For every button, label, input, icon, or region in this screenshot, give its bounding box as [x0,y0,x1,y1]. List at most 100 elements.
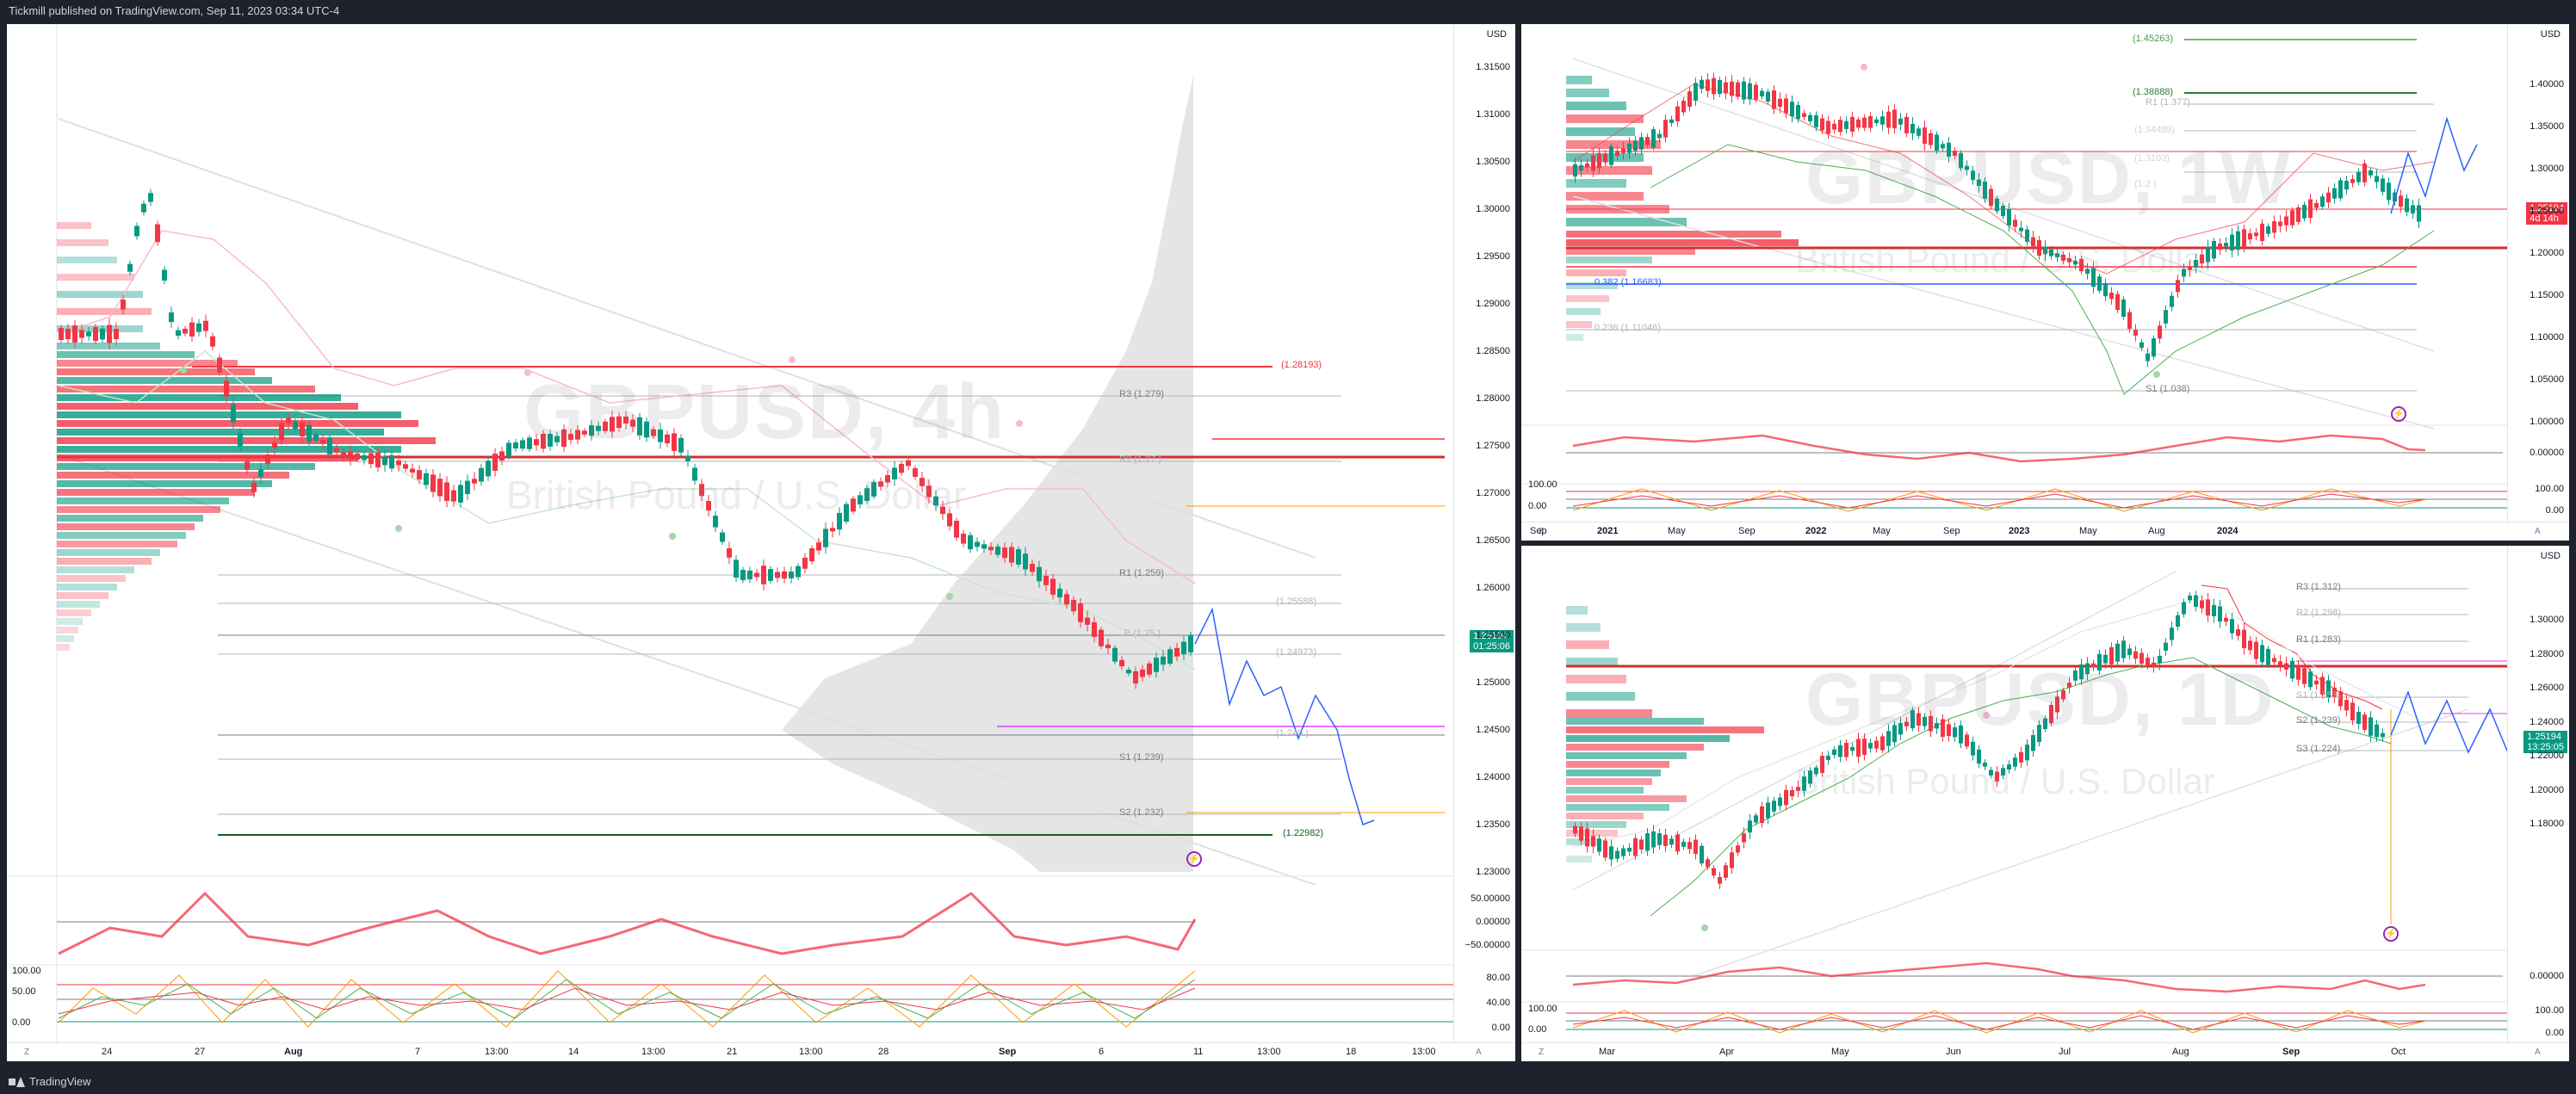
zoom-corner-button[interactable]: Z [1539,527,1545,536]
time-axis[interactable]: Z A Mar Apr May Jun Jul Aug Sep Oct [1521,1042,2569,1061]
time-tick: 18 [1346,1047,1357,1057]
time-tick: Aug [2148,526,2165,536]
candle-body [2254,641,2258,659]
price-axis[interactable]: USD 1.25194 01:25:06 1.31500 1.31000 1.305… [1453,24,1515,1061]
candle-body [1754,815,1758,823]
candle-body [1880,116,1885,125]
event-lightning-icon[interactable]: ⚡ [2383,926,2399,942]
time-tick: 24 [102,1047,113,1057]
candle-body [871,482,876,497]
candle-body [603,421,608,431]
candle-body [2362,163,2367,182]
auto-scale-button[interactable]: A [2535,527,2541,536]
last-price-tag: 1.25194 01:25:06 [1470,630,1514,652]
candle-body [2085,269,2090,274]
candle-body [1929,133,1933,145]
auto-scale-button[interactable]: A [1476,1048,1482,1057]
time-tick: 21 [727,1047,738,1057]
price-tick: 1.24000 [1476,772,1510,782]
symbol-watermark: GBPUSD, 1W [1805,137,2292,219]
candle-body [926,485,932,498]
candle-body [1675,834,1680,852]
candle-body [768,569,773,581]
candle-body [155,224,160,243]
candle-body [2224,617,2228,622]
candle-body [2097,653,2102,671]
candle-body [2182,602,2186,615]
candle-body [1712,77,1716,95]
candle-body [486,460,491,477]
price-tick: 1.30000 [1476,204,1510,214]
chart-canvas-1w[interactable] [1521,24,2569,541]
level-label: S1 (1.239) [1119,752,1164,763]
candle-body [2188,266,2192,270]
candle-body [1706,79,1710,91]
candle-body [313,434,319,442]
candle-body [2224,243,2228,247]
chart-canvas-4h[interactable] [7,24,1515,1061]
candle-body [238,432,243,447]
candle-body [224,380,229,397]
auto-scale-button[interactable]: A [2535,1048,2541,1057]
footer-bar: TradingView [0,1070,2576,1094]
chart-pane-1d[interactable]: GBPUSD, 1D British Pound / U.S. Dollar R… [1521,546,2569,1061]
candle-body [1929,715,1933,732]
candle-body [1002,547,1007,559]
candle-body [1989,189,1993,207]
candles-1w [1573,72,2421,368]
candle-body [65,329,71,339]
candle-body [1700,79,1704,90]
candle-body [1784,789,1788,806]
candle-body [2272,221,2276,233]
event-lightning-icon[interactable]: ⚡ [2391,406,2406,422]
candle-body [2248,233,2252,240]
level-label: (1.3103) [2134,153,2170,164]
candle-body [796,566,801,578]
candle-body [121,300,126,310]
tradingview-logo-icon[interactable] [9,1077,25,1087]
candle-body [2411,205,2415,213]
candle-body [2369,717,2373,736]
candle-body [1639,839,1644,850]
candle-body [995,546,1000,555]
candle-body [1778,98,1782,108]
price-axis[interactable]: USD 1.25194 4d 14h 1.40000 1.35000 1.30000… [2507,24,2569,541]
chart-pane-4h[interactable]: GBPUSD, 4h British Pound / U.S. Dollar (… [7,24,1515,1061]
candle-body [1832,749,1836,755]
price-tick: 1.28000 [1476,393,1510,404]
candle-body [2043,718,2047,730]
indicator-tick: 80.00 [1486,973,1510,983]
candle-body [1862,117,1867,128]
candle-body [1941,719,1945,738]
candle-body [1856,739,1861,757]
candle-body [2176,280,2180,293]
time-axis[interactable]: Z A 24 27 Aug 7 13:00 14 13:00 21 13:00 28 Sep 6 11 1… [7,1042,1515,1061]
candle-body [286,417,291,424]
time-tick: Sep [999,1047,1017,1057]
candle-body [2176,615,2180,627]
candle-body [713,516,718,528]
candle-body [499,451,505,461]
candle-body [2031,237,2035,247]
candle-body [1694,839,1698,855]
price-axis[interactable]: USD 1.25194 13:25:05 1.30000 1.28000 1.260… [2507,546,2569,1061]
time-axis[interactable]: Z A Sep 2021 May Sep 2022 May Sep 2023 May Aug 202… [1521,522,2569,541]
level-label: S1 (1.253) [2296,690,2341,701]
candle-body [2375,176,2379,182]
event-lightning-icon[interactable]: ⚡ [1186,851,1202,867]
stoch-left-tick: 100.00 [12,966,41,976]
chart-pane-1w[interactable]: GBPUSD, 1W British Pound / U.S. Dollar (… [1521,24,2569,541]
chart-canvas-1d[interactable] [1521,546,2569,1061]
footer-brand[interactable]: TradingView [29,1075,91,1088]
candle-body [1009,547,1014,563]
candle-body [334,448,339,453]
candle-body [2272,658,2276,663]
time-tick: 7 [415,1047,421,1057]
candle-body [1947,142,1951,158]
candle-body [1669,119,1674,123]
candle-body [1868,743,1873,749]
zoom-corner-button[interactable]: Z [24,1048,30,1057]
candle-body [1790,102,1794,117]
zoom-corner-button[interactable]: Z [1539,1048,1545,1057]
candle-body [1681,841,1686,847]
